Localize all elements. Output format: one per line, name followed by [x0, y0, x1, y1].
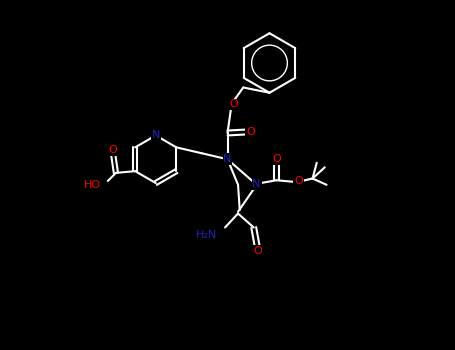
Text: H₂N: H₂N [196, 230, 217, 239]
Text: HO: HO [84, 180, 101, 190]
Text: O: O [246, 127, 255, 137]
Text: O: O [229, 99, 238, 109]
Text: O: O [253, 246, 262, 256]
Text: N: N [152, 131, 160, 140]
Text: N: N [253, 179, 261, 189]
Text: O: O [294, 176, 303, 186]
Text: O: O [272, 154, 281, 164]
Text: N: N [223, 154, 232, 164]
Text: O: O [109, 145, 117, 155]
